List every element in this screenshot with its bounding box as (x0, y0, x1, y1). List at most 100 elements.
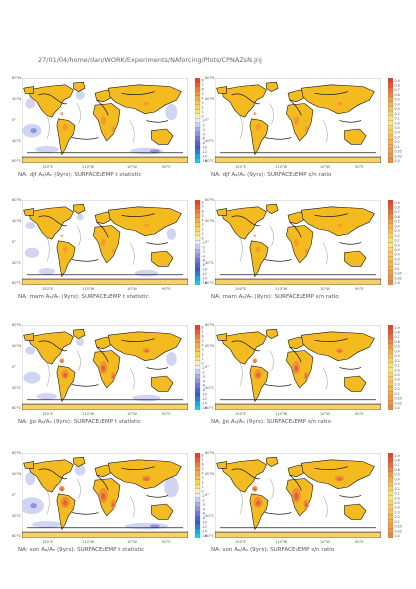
color-scale-tick: 0.05 (395, 150, 402, 154)
color-scale-tick: 0.0 (395, 406, 400, 410)
color-scale-tick: 5 (202, 339, 204, 343)
color-scale-swatch (195, 520, 201, 525)
peak-value-region (101, 492, 106, 500)
negative-value-region (36, 393, 57, 400)
color-scale-swatch (195, 95, 201, 101)
color-scale-tick: 0.9 (395, 454, 400, 458)
contour-line (146, 242, 169, 245)
land-europe (94, 89, 114, 103)
lat-label: 40°S (12, 261, 21, 265)
lat-label: 0° (205, 493, 210, 497)
color-scale-swatch (195, 249, 201, 254)
color-scale-swatch (195, 365, 201, 370)
land-alaska (23, 461, 34, 469)
color-scale-swatch (388, 372, 394, 378)
color-scale-tick: 0.1 (395, 520, 400, 524)
contour-line (339, 242, 362, 245)
color-scale-swatch (388, 533, 394, 538)
lat-label: 80°S (205, 534, 214, 538)
color-scale-swatch (388, 405, 394, 410)
color-scale-tick: 0.6 (395, 468, 400, 472)
ocean-contour-line (129, 120, 135, 143)
color-scale-tick: 0.4 (395, 506, 400, 510)
peak-value-region (256, 500, 261, 506)
color-scale-tick: 0.8 (395, 331, 400, 335)
high-value-region (293, 116, 300, 125)
color-scale-swatch (388, 367, 394, 373)
land-antarctica (215, 278, 381, 285)
high-value-region (304, 248, 308, 254)
color-scale-swatch (388, 158, 394, 163)
color-scale-swatch (388, 386, 394, 392)
color-scale-tick: 0.6 (395, 215, 400, 219)
color-scale-tick: 0.0 (395, 496, 400, 500)
negative-value-region (38, 268, 56, 275)
lat-label: 80°S (205, 406, 214, 410)
land-greenland (266, 328, 279, 339)
high-value-region (62, 246, 68, 253)
color-scale-tick: 0.9 (395, 79, 400, 83)
contour-line (121, 338, 155, 343)
lat-label: 40°N (12, 219, 22, 223)
land-greenland (266, 81, 279, 92)
lon-label: 150°E (235, 287, 246, 291)
color-scale-swatch (195, 347, 201, 352)
color-scale-tick: 0.0 (395, 121, 400, 125)
color-scale-tick: 0.4 (395, 349, 400, 353)
ocean-contour-line (76, 350, 81, 372)
color-scale-tick: -6 (202, 259, 205, 263)
color-scale-swatch (388, 275, 394, 281)
color-scale-tick: 3 (202, 223, 204, 227)
high-value-region (60, 112, 64, 116)
high-value-region (100, 238, 106, 247)
color-scale-tick: -2 (202, 498, 205, 502)
color-scale-swatch (195, 493, 201, 498)
color-scale-tick: -4 (202, 379, 205, 383)
contour-line (146, 495, 169, 498)
color-scale-swatch (195, 329, 201, 335)
file-path-header: 27/01/04/home/dan/WORK/Experiments/NAfor… (38, 56, 262, 64)
color-scale-tick: 0.02 (395, 276, 402, 280)
ocean-contour-line (239, 362, 243, 387)
color-scale-tick: -16 (202, 159, 207, 163)
lon-label: 110°W (275, 540, 288, 544)
contour-line (38, 215, 67, 227)
color-scale-tick: -6 (202, 384, 205, 388)
land-greenland (266, 203, 279, 214)
peak-value-region (305, 375, 308, 379)
color-scale-tick: -14 (202, 277, 207, 281)
color-scale-swatch (388, 228, 394, 234)
land-australia (344, 128, 367, 145)
map-panel-1: 80°N 40°N 0° 40°S 80°S 150°E 110°W 10°W 90°E 8 7 6 5… (12, 68, 212, 186)
color-scale-swatch (388, 115, 394, 121)
color-scale-tick: 6 (202, 88, 204, 92)
land-asia (107, 331, 182, 362)
map-panel-2: 80°N 40°N 0° 40°S 80°S 150°E 110°W 10°W 90°E 0.9 0… (205, 68, 405, 186)
color-scale-swatch (195, 231, 201, 236)
color-scale-tick: 8 (202, 79, 204, 83)
high-value-region (62, 123, 68, 131)
ocean-contour-line (46, 490, 50, 515)
lat-label: 80°S (12, 406, 21, 410)
lon-label: 90°E (355, 412, 364, 416)
color-scale-swatch (388, 87, 394, 93)
ocean-contour-line (46, 237, 50, 262)
color-scale-tick: 4 (202, 96, 204, 100)
color-scale-tick: -10 (202, 268, 207, 272)
lon-label: 10°W (127, 287, 137, 291)
color-scale-swatch (388, 144, 394, 149)
color-scale-tick: 7 (202, 205, 204, 209)
panel-caption: NA: jjo Aₐ/Aₙ (9yrs): SURFACE₂EMP s/n ra… (211, 419, 331, 425)
color-scale-tick: 0.3 (395, 107, 400, 111)
color-scale-tick: 0.3 (395, 354, 400, 358)
panel-caption: NA: mam Aₐ/Aₙ (9yrs): SURFACE₂EMP t stat… (18, 294, 149, 300)
negative-value-region (25, 471, 36, 486)
color-scale-tick: 0.5 (395, 248, 400, 252)
color-scale-tick: 6 (202, 210, 204, 214)
contour-line (264, 259, 292, 262)
ocean-contour-line (46, 115, 50, 140)
contour-line (96, 99, 109, 116)
land-namerica (28, 459, 74, 493)
color-scale-swatch (388, 485, 394, 491)
